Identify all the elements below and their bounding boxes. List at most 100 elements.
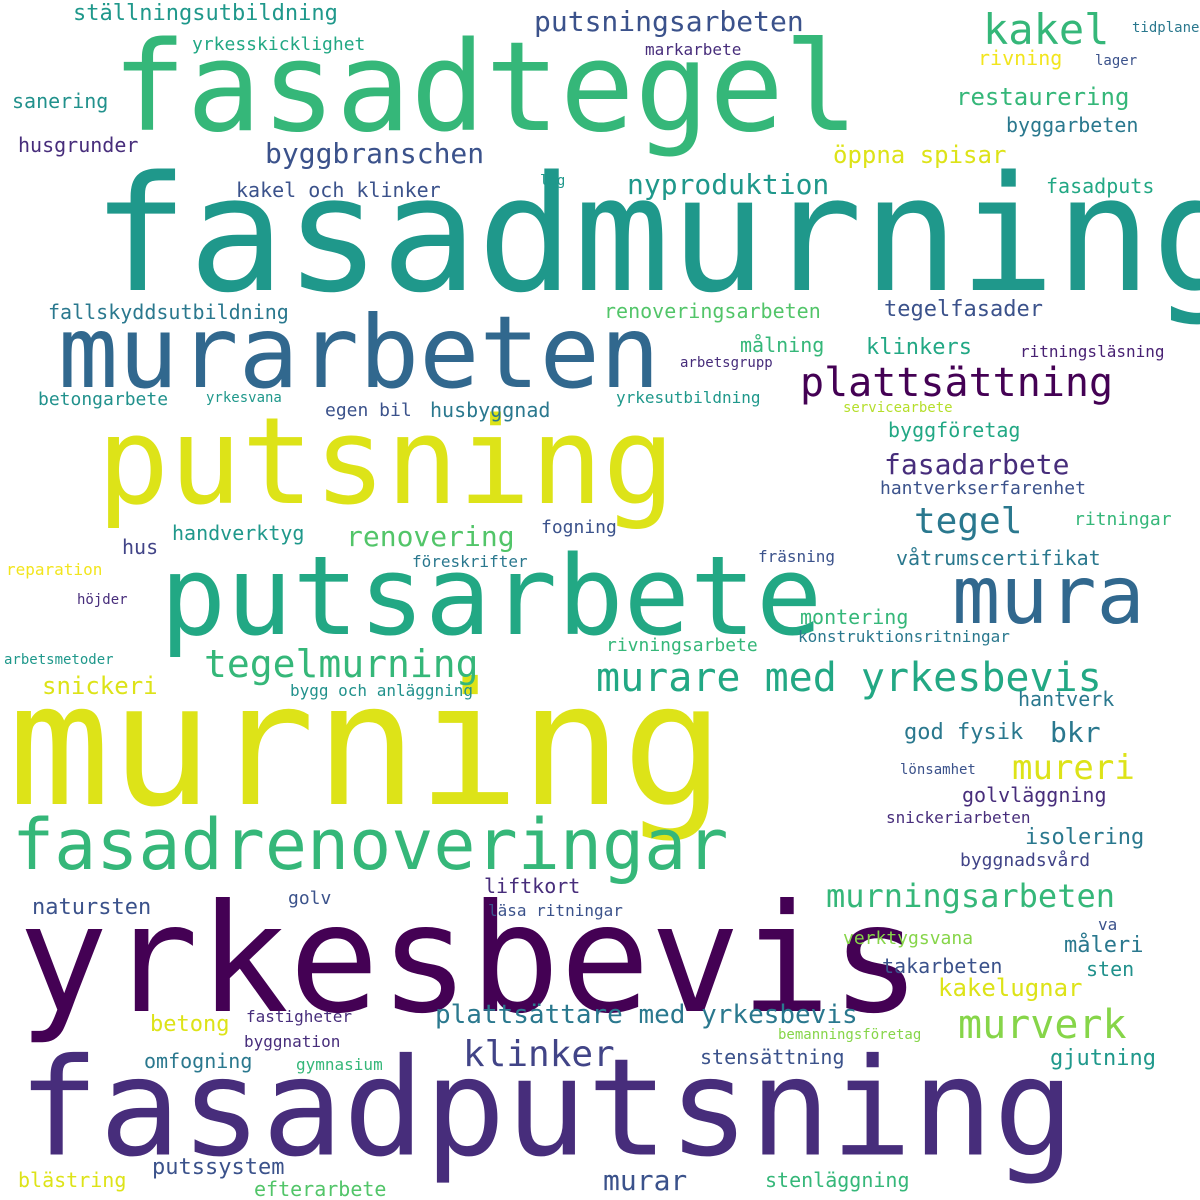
word-omfogning: omfogning [144,1049,253,1073]
word-efterarbete: efterarbete [254,1177,387,1200]
word-yrkesbevis: yrkesbevis [18,873,922,1047]
word-tidplaner: tidplaner [1132,20,1200,36]
word-rivning: rivning [978,46,1063,70]
word-putsningsarbeten: putsningsarbeten [534,5,804,38]
word-plattsattare-med-yrkesbevis: plattsättare med yrkesbevis [435,1000,858,1030]
word-tegelmurning: tegelmurning [204,642,479,686]
word-betongarbete: betongarbete [38,389,169,410]
word-bygg-och-anlaggning: bygg och anläggning [290,681,474,700]
word-gjutning: gjutning [1050,1046,1156,1071]
word-konstruktionsritningar: konstruktionsritningar [798,627,1010,646]
word-tegel: tegel [914,501,1023,542]
word-murningsarbeten: murningsarbeten [826,877,1115,915]
word-takarbeten: takarbeten [882,954,1003,978]
word-byggbranschen: byggbranschen [265,137,485,170]
word-byggnadsvard: byggnadsvård [960,850,1091,871]
word-murning: murning [8,647,725,845]
word-renovering: renovering [346,520,515,553]
word-klinkers: klinkers [866,335,972,360]
word-byggnation: byggnation [244,1032,341,1051]
word-malning: målning [740,333,825,357]
word-hantverkserfarenhet: hantverkserfarenhet [880,478,1086,499]
word-stallningsutbildning: ställningsutbildning [73,1,338,26]
word-lager: lager [1095,53,1138,69]
word-hojder: höjder [77,592,128,608]
word-fasadputs: fasadputs [1046,174,1155,198]
word-natursten: natursten [32,895,152,920]
word-tegelfasader: tegelfasader [884,297,1043,322]
word-nyproduktion: nyproduktion [627,168,830,201]
word-yrkesvana: yrkesvana [206,390,282,406]
word-liftkort: liftkort [484,874,581,898]
word-arbetsmetoder: arbetsmetoder [4,652,114,668]
word-va: va [1098,915,1118,934]
word-fasadtegel: fasadtegel [112,16,859,160]
word-fastigheter: fastigheter [246,1007,352,1026]
word-oppna-spisar: öppna spisar [833,141,1007,169]
word-restaurering: restaurering [956,83,1130,111]
word-kakelugnar: kakelugnar [938,974,1083,1002]
word-plattsattning: plattsättning [800,360,1114,406]
word-servicearbete: servicearbete [843,400,953,416]
word-handverktyg: handverktyg [172,521,305,545]
word-gymnasium: gymnasium [296,1055,383,1074]
word-reparation: reparation [6,560,103,579]
word-mureri: mureri [1012,748,1135,788]
word-murarbeten: murarbeten [58,294,661,411]
word-fogning: fogning [541,517,617,538]
word-montering: montering [800,605,909,629]
word-kakel-och-klinker: kakel och klinker [236,178,441,202]
word-sten: sten [1086,957,1135,981]
word-foreskrifter: föreskrifter [412,552,528,571]
word-fasadmurning: fasadmurning [92,141,1200,328]
word-murar: murar [603,1164,688,1197]
word-snickeri: snickeri [42,672,158,700]
word-golv: golv [288,888,332,909]
word-klinker: klinker [463,1034,615,1075]
word-husgrunder: husgrunder [18,133,139,157]
word-isolering: isolering [1025,825,1145,850]
word-murverk: murverk [958,1002,1127,1048]
word-fallskyddsutbildning: fallskyddsutbildning [48,300,289,324]
word-lonsamhet: lönsamhet [900,762,976,778]
word-putsning: putsning [97,393,675,532]
word-fasadrenoveringar: fasadrenoveringar [12,804,729,886]
word-golvlaggning: golvläggning [962,783,1107,807]
word-ritningslasning: ritningsläsning [1020,342,1165,361]
word-yrkesskicklighet: yrkesskicklighet [192,34,366,55]
word-byggforetag: byggföretag [888,418,1021,442]
word-markarbete: markarbete [645,40,742,59]
word-bemanningsforetag: bemanningsföretag [778,1027,922,1043]
word-fasadputsning: fasadputsning [18,1029,1075,1187]
word-hus: hus [122,535,159,559]
word-blastring: blästring [18,1168,127,1192]
word-yrkesutbildning: yrkesutbildning [616,388,761,407]
word-betong: betong [150,1012,230,1037]
word-husbyggnad: husbyggnad [430,398,551,422]
word-rivningsarbete: rivningsarbete [606,635,758,656]
word-verktygsvana: verktygsvana [843,928,974,949]
word-fasadarbete: fasadarbete [884,448,1070,481]
word-hantverk: hantverk [1018,687,1115,711]
word-putssystem: putssystem [152,1155,285,1180]
word-frasning: fräsning [758,547,836,566]
word-sanering: sanering [12,89,109,113]
word-stensattning: stensättning [700,1045,845,1069]
word-ritningar: ritningar [1074,509,1172,530]
word-renoveringsarbeten: renoveringsarbeten [604,299,821,323]
word-murare-med-yrkesbevis: murare med yrkesbevis [596,655,1102,701]
word-putsarbete: putsarbete [160,532,823,660]
word-stenlaggning: stenläggning [765,1168,910,1192]
word-lag: lag [540,173,566,189]
word-byggarbeten: byggarbeten [1006,113,1139,137]
word-snickeriarbeten: snickeriarbeten [886,808,1031,827]
word-god-fysik: god fysik [904,720,1024,745]
word-kakel: kakel [983,5,1110,54]
word-bkr: bkr [1050,716,1101,749]
word-egen-bil: egen bil [325,400,412,421]
word-mura: mura [952,549,1145,642]
word-maleri: måleri [1064,933,1144,958]
word-lasa-ritningar: läsa ritningar [488,901,623,920]
word-vatrumscertifikat: våtrumscertifikat [896,546,1101,570]
